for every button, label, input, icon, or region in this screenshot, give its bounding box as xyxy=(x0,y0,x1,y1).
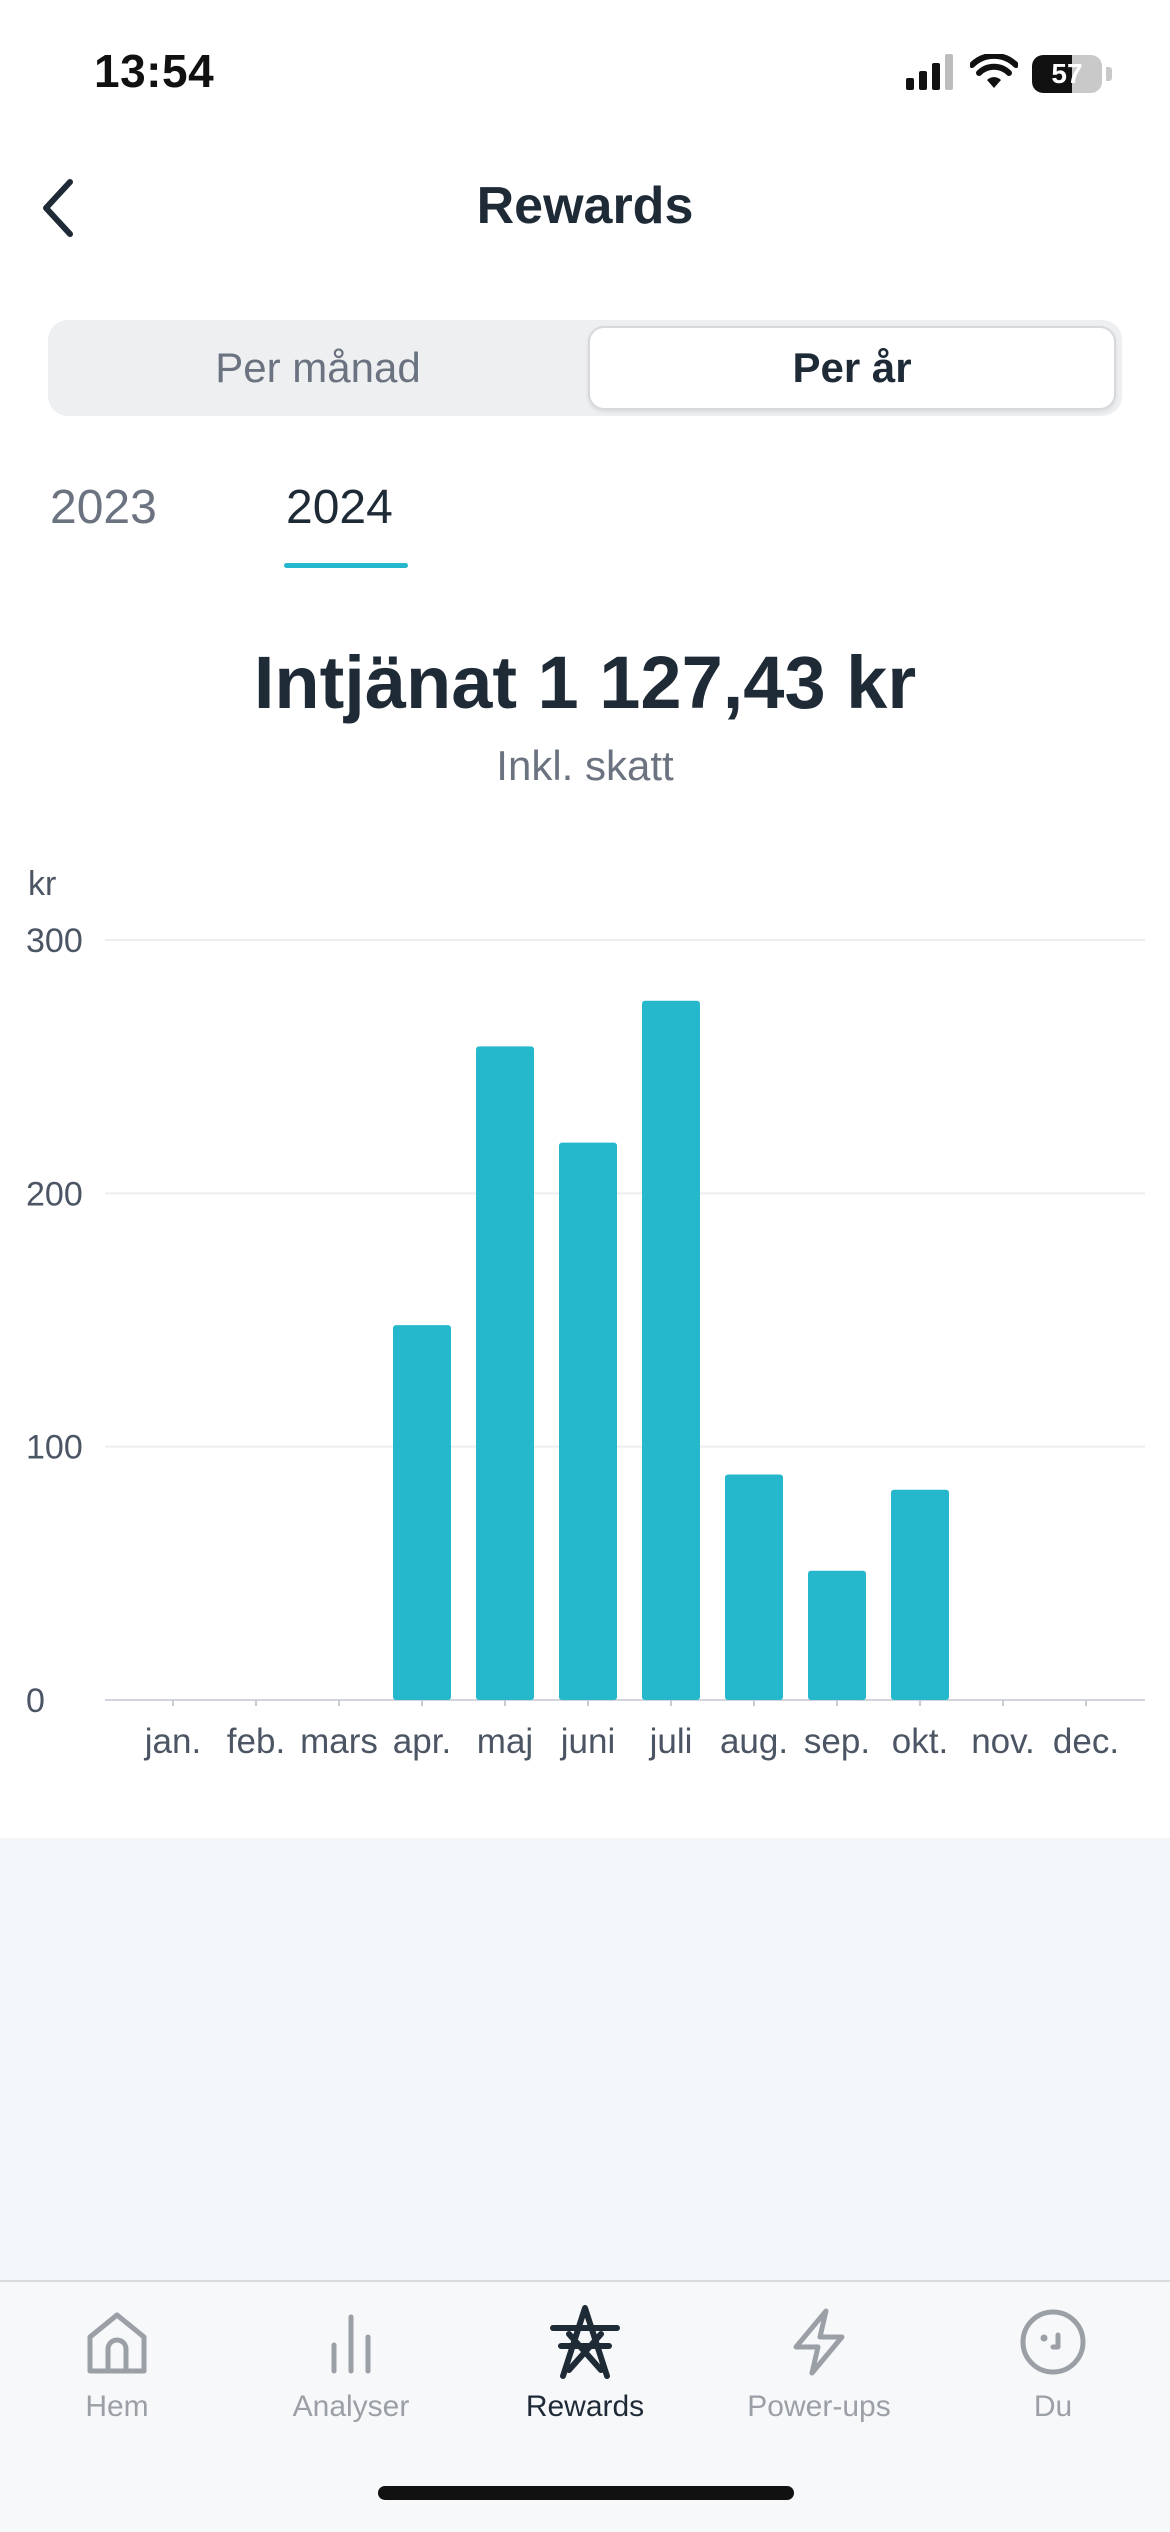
x-tick-label-okt: okt. xyxy=(892,1722,948,1761)
bar-okt xyxy=(891,1489,949,1700)
tab-label-power-ups: Power-ups xyxy=(747,2390,891,2423)
bar-maj xyxy=(476,1046,534,1700)
back-button[interactable] xyxy=(18,168,98,248)
battery-level: 57 xyxy=(1051,58,1083,89)
x-tick-label-apr: apr. xyxy=(393,1722,451,1761)
bar-juni xyxy=(559,1142,617,1700)
bar-chart-icon xyxy=(311,2302,391,2382)
period-segmented-control: Per månad Per år xyxy=(48,320,1122,416)
power-tower-icon xyxy=(545,2302,625,2382)
x-tick-label-aug: aug. xyxy=(720,1722,788,1761)
status-time: 13:54 xyxy=(94,45,215,97)
content-background xyxy=(0,1838,1170,2280)
y-tick-label-100: 100 xyxy=(26,1429,83,1467)
earned-total: Intjänat 1 127,43 kr xyxy=(253,641,917,724)
x-tick-label-juni: juni xyxy=(560,1722,615,1761)
tab-power-ups[interactable]: Power-ups xyxy=(702,2302,936,2442)
battery-fill xyxy=(1032,55,1072,93)
tab-label-rewards: Rewards xyxy=(525,2390,645,2423)
segment-per-month[interactable]: Per månad xyxy=(215,344,421,391)
year-tab-2024[interactable]: 2024 xyxy=(286,481,393,534)
face-icon xyxy=(1013,2302,1093,2382)
tax-note: Inkl. skatt xyxy=(496,742,674,789)
x-tick-label-feb: feb. xyxy=(227,1722,285,1761)
chevron-left-icon xyxy=(43,179,73,237)
tab-label-analyser: Analyser xyxy=(292,2390,410,2423)
tab-hem[interactable]: Hem xyxy=(0,2302,234,2442)
page-title: Rewards xyxy=(476,177,694,235)
tab-analyser[interactable]: Analyser xyxy=(234,2302,468,2442)
segment-per-year[interactable]: Per år xyxy=(588,326,1116,410)
x-tick-label-mars: mars xyxy=(300,1722,378,1761)
lightning-icon xyxy=(779,2302,859,2382)
year-tab-2023[interactable]: 2023 xyxy=(50,481,157,534)
status-bar: 13:54 57 xyxy=(0,0,1170,150)
y-tick-label-300: 300 xyxy=(26,922,83,960)
signal-icon xyxy=(906,53,956,95)
home-indicator xyxy=(378,2486,794,2500)
x-tick-label-dec: dec. xyxy=(1053,1722,1119,1761)
y-tick-label-200: 200 xyxy=(26,1175,83,1213)
bar-juli xyxy=(642,1000,700,1700)
bar-apr xyxy=(393,1325,451,1700)
home-icon xyxy=(77,2302,157,2382)
battery-icon: 57 xyxy=(1032,55,1102,93)
selected-year-indicator xyxy=(284,563,408,568)
tab-label-du: Du xyxy=(1033,2390,1073,2423)
tab-rewards[interactable]: Rewards xyxy=(468,2302,702,2442)
tab-du[interactable]: Du xyxy=(936,2302,1170,2442)
battery-cap xyxy=(1106,67,1112,81)
bar-sep xyxy=(808,1570,866,1700)
x-tick-label-juli: juli xyxy=(649,1722,693,1761)
bar-aug xyxy=(725,1474,783,1700)
monthly-rewards-chart: kr 0 100 200 300 jan. feb. mars apr. maj juni juli a… xyxy=(0,850,1170,1770)
wifi-icon xyxy=(969,52,1019,95)
x-tick-label-nov: nov. xyxy=(971,1722,1035,1761)
x-tick-label-jan: jan. xyxy=(144,1722,201,1761)
status-icons: 57 xyxy=(906,52,1112,96)
tab-label-hem: Hem xyxy=(85,2390,149,2423)
x-tick-label-maj: maj xyxy=(477,1722,533,1761)
y-tick-label-0: 0 xyxy=(26,1682,45,1720)
x-tick-label-sep: sep. xyxy=(804,1722,870,1761)
y-axis-unit-label: kr xyxy=(28,865,56,903)
chart-svg: kr 0 100 200 300 jan. feb. mars apr. maj juni juli a… xyxy=(26,865,1145,1761)
